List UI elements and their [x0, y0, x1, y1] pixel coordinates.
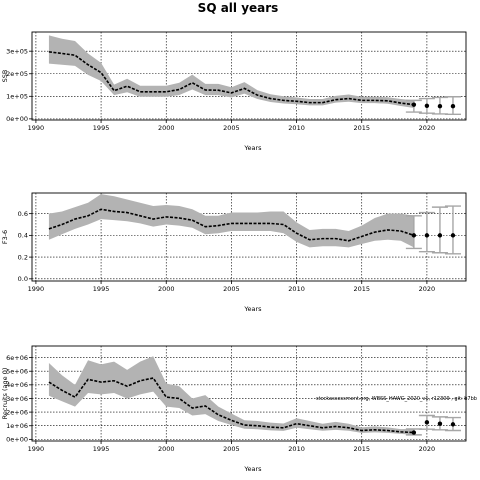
x-tick-label: 1990 [28, 285, 45, 293]
plot-frame [31, 192, 467, 282]
x-tick-label: 1995 [93, 445, 110, 453]
y-tick-label: 2e+05 [6, 70, 28, 78]
x-tick-label: 2020 [419, 285, 436, 293]
estimate-line [48, 377, 414, 434]
y-axis-label: F3-6 [1, 230, 9, 244]
forecast-point [450, 233, 456, 238]
y-tick-label: 6e+06 [6, 354, 28, 362]
forecast-point [437, 233, 443, 238]
source-annotation: stockassessment.org, WBSS_HAWG_2020_v1, … [316, 396, 477, 402]
confidence-band [48, 356, 414, 435]
forecast-point [450, 422, 456, 427]
forecast-point [411, 233, 417, 238]
y-tick-label: 1e+06 [6, 422, 28, 430]
x-tick-label: 2000 [158, 124, 175, 132]
forecast-point [411, 102, 417, 107]
ssb-panel: 1990 1995 2000 2005 2010 2015 2020 0e+00 1e+05 2e… [1, 31, 467, 152]
x-axis-label: Years [243, 144, 262, 152]
x-tick-label: 2020 [419, 445, 436, 453]
plot-frame [31, 31, 467, 121]
x-tick-label: 2010 [288, 285, 305, 293]
x-tick-label: 1990 [28, 124, 45, 132]
x-tick-label: 2015 [353, 124, 370, 132]
y-tick-label: 3e+05 [6, 47, 28, 55]
estimate-line [48, 208, 415, 242]
y-tick-label: 4e+06 [6, 381, 28, 389]
fbar-panel: 1990 1995 2000 2005 2010 2015 2020 0.0 0.2 0.4 0.6… [1, 192, 467, 313]
figure-title: SQ all years [198, 1, 279, 15]
x-axis-label: Years [243, 305, 262, 313]
forecast-point [424, 103, 430, 108]
confidence-band [48, 194, 414, 248]
x-tick-label: 1995 [93, 124, 110, 132]
y-tick-label: 0e+00 [6, 436, 28, 444]
forecast-point [424, 233, 430, 238]
forecast-point [437, 104, 443, 109]
x-tick-label: 2005 [223, 445, 240, 453]
x-tick-label: 2005 [223, 124, 240, 132]
plot-frame [31, 345, 467, 442]
chart-panels: 1990 1995 2000 2005 2010 2015 2020 0e+00 1e+05 2e… [1, 31, 467, 473]
x-tick-label: 2005 [223, 285, 240, 293]
x-axis-label: Years [243, 465, 262, 473]
x-tick-label: 2000 [158, 285, 175, 293]
x-tick-label: 2000 [158, 445, 175, 453]
y-tick-label: 0.4 [18, 232, 28, 240]
x-tick-label: 2010 [288, 124, 305, 132]
x-tick-label: 1990 [28, 445, 45, 453]
x-tick-label: 2015 [353, 445, 370, 453]
forecast-point [411, 430, 417, 435]
y-tick-label: 2e+06 [6, 408, 28, 416]
recruitment-panel: 1990 1995 2000 2005 2010 2015 2020 0e+00 1e+06 2e… [1, 345, 467, 473]
y-axis-label: SSB [1, 70, 9, 83]
forecast-point [424, 420, 430, 425]
confidence-band [48, 35, 414, 109]
estimate-line [48, 51, 414, 106]
y-tick-label: 5e+06 [6, 368, 28, 376]
y-tick-label: 3e+06 [6, 395, 28, 403]
forecast-point [437, 421, 443, 426]
y-axis-label: Recruits (age 0) [1, 368, 9, 420]
y-tick-label: 0.0 [18, 275, 28, 283]
y-tick-label: 0e+00 [6, 115, 28, 123]
x-tick-label: 2010 [288, 445, 305, 453]
forecast-point [450, 104, 456, 109]
y-tick-label: 0.6 [18, 210, 28, 218]
y-tick-label: 1e+05 [6, 93, 28, 101]
x-tick-label: 1995 [93, 285, 110, 293]
y-tick-label: 0.2 [18, 253, 28, 261]
x-tick-label: 2015 [353, 285, 370, 293]
x-tick-label: 2020 [419, 124, 436, 132]
